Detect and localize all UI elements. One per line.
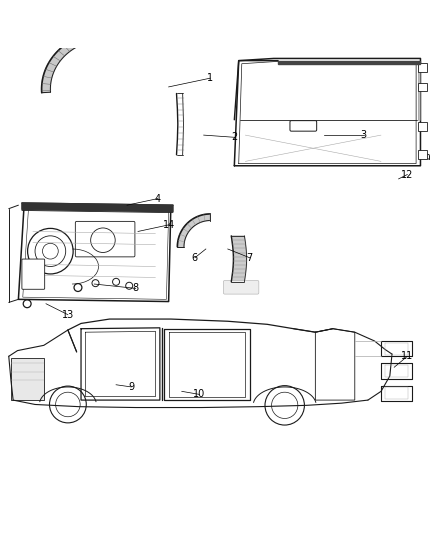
Polygon shape [42,32,102,93]
Text: 9: 9 [128,382,134,392]
Bar [418,122,427,131]
Text: 12: 12 [401,169,413,180]
Text: 6: 6 [192,253,198,263]
Polygon shape [177,214,210,247]
Text: 1: 1 [207,73,213,83]
FancyBboxPatch shape [11,359,44,400]
Text: 11: 11 [401,351,413,361]
Text: 14: 14 [162,220,175,230]
Text: 3: 3 [360,130,367,140]
Polygon shape [278,61,420,64]
Text: 4: 4 [155,193,161,204]
Bar [418,83,427,91]
Bar [418,63,427,71]
Text: 13: 13 [62,310,74,320]
Bar [418,150,427,159]
FancyBboxPatch shape [290,120,317,131]
Text: 8: 8 [133,284,139,293]
Polygon shape [22,203,173,212]
Text: 10: 10 [193,390,205,399]
FancyBboxPatch shape [75,221,135,257]
FancyBboxPatch shape [22,259,45,289]
Text: 2: 2 [231,132,237,142]
FancyBboxPatch shape [223,280,259,294]
Polygon shape [231,236,247,282]
Text: 7: 7 [247,253,253,263]
